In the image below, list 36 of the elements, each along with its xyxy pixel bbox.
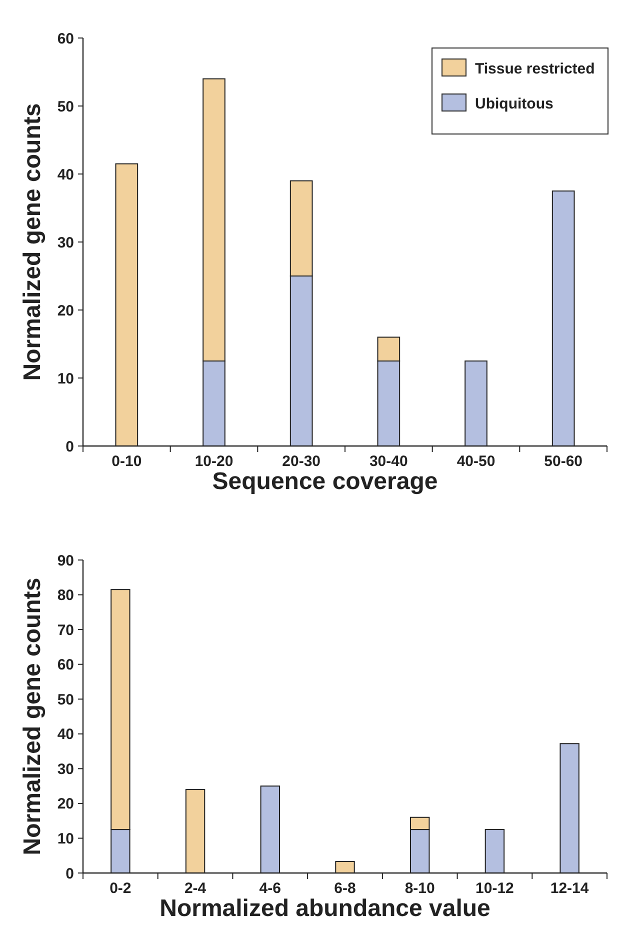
x-tick-label: 50-60	[544, 453, 583, 470]
y-tick-label: 30	[57, 760, 74, 778]
x-tick-label: 10-12	[476, 880, 514, 897]
x-tick-label: 2-4	[184, 880, 207, 897]
y-axis-title: Normalized gene counts	[19, 103, 46, 381]
y-tick-label: 20	[57, 302, 74, 320]
x-tick-label: 20-30	[282, 453, 321, 470]
y-tick-label: 40	[57, 726, 74, 744]
x-tick-label: 30-40	[369, 453, 408, 470]
y-tick-label: 50	[57, 691, 74, 708]
x-tick-label: 8-10	[404, 880, 435, 897]
y-tick-label: 60	[57, 30, 74, 48]
legend-label: Ubiquitous	[475, 95, 554, 112]
y-tick-label: 10	[57, 830, 74, 848]
y-tick-label: 60	[57, 656, 74, 674]
y-tick-label: 40	[57, 166, 74, 184]
y-axis-title: Normalized gene counts	[19, 578, 46, 856]
x-axis-title: Normalized abundance value	[160, 895, 490, 922]
y-tick-label: 70	[57, 622, 74, 639]
legend-label: Tissue restricted	[475, 60, 595, 78]
y-tick-label: 20	[57, 796, 74, 813]
x-tick-label: 6-8	[334, 880, 356, 897]
y-tick-label: 10	[57, 370, 74, 388]
y-tick-label: 50	[57, 98, 74, 116]
x-axis-title: Sequence coverage	[212, 468, 438, 495]
y-tick-label: 0	[66, 438, 74, 456]
y-tick-label: 90	[57, 552, 74, 570]
x-tick-label: 4-6	[259, 880, 281, 897]
x-tick-label: 0-2	[110, 880, 132, 897]
x-tick-label: 40-50	[456, 453, 496, 470]
y-tick-label: 80	[57, 587, 74, 604]
y-tick-label: 0	[66, 865, 74, 882]
x-tick-label: 0-10	[112, 453, 142, 470]
x-tick-label: 10-20	[194, 453, 234, 470]
x-tick-label: 12-14	[550, 880, 590, 897]
y-tick-label: 30	[57, 234, 74, 252]
